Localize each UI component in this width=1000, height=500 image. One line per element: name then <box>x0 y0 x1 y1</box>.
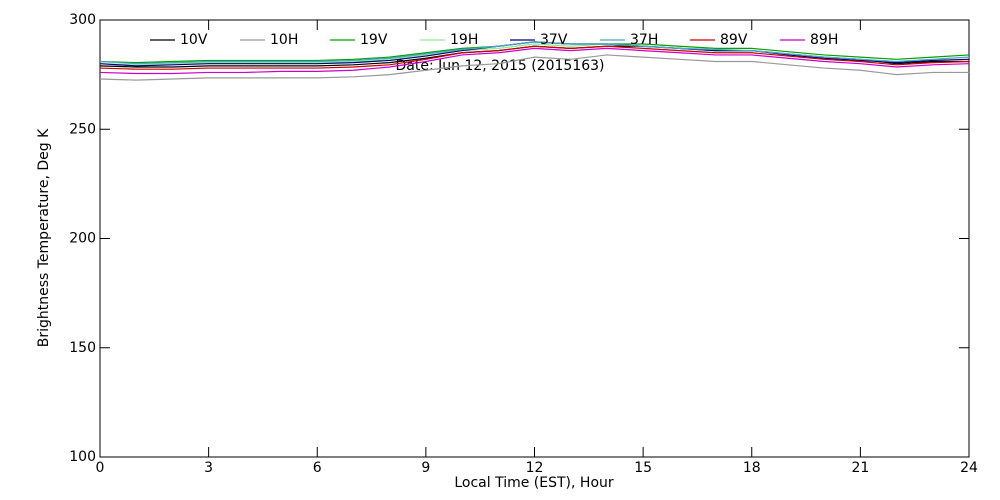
series-line <box>99 54 969 81</box>
legend-label: 10V <box>180 32 208 48</box>
x-tick-label: 0 <box>96 460 105 476</box>
legend-label: 89V <box>720 32 748 48</box>
plot-frame <box>99 19 970 458</box>
x-tick-label: 3 <box>204 460 213 476</box>
legend-label: 19H <box>450 32 478 48</box>
series-line <box>99 41 970 65</box>
legend-label: 19V <box>360 32 388 48</box>
y-axis-label: Brightness Temperature, Deg K <box>36 128 52 347</box>
x-tick-label: 24 <box>960 460 978 476</box>
x-tick-label: 21 <box>851 460 869 476</box>
x-tick-label: 18 <box>743 460 761 476</box>
legend-label: 89H <box>810 32 838 48</box>
subtitle: Date: Jun 12, 2015 (2015163) <box>395 58 604 74</box>
x-tick-label: 15 <box>634 460 652 476</box>
series-line <box>99 45 970 70</box>
series-line <box>99 47 970 75</box>
y-tick-label: 200 <box>69 231 96 247</box>
legend-label: 37V <box>540 32 568 48</box>
y-tick-label: 250 <box>69 121 96 137</box>
x-tick-label: 12 <box>526 460 544 476</box>
x-axis-label: Local Time (EST), Hour <box>454 475 614 491</box>
legend-label: 10H <box>270 32 298 48</box>
y-tick-label: 100 <box>69 449 96 465</box>
y-tick-label: 150 <box>69 340 96 356</box>
x-tick-label: 9 <box>421 460 430 476</box>
legend-label: 37H <box>630 32 658 48</box>
y-tick-label: 300 <box>69 12 96 28</box>
x-tick-label: 6 <box>313 460 322 476</box>
